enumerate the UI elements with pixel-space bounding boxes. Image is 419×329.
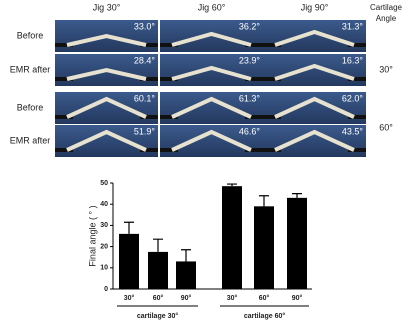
forceps — [263, 148, 281, 152]
angle-label: 43.5° — [342, 126, 364, 136]
x-tick-label: 30° — [124, 294, 135, 302]
cartilage — [66, 67, 147, 81]
column-header: Jig 30° — [93, 2, 121, 12]
forceps — [245, 43, 263, 47]
bar — [176, 261, 196, 289]
cartilage — [66, 129, 147, 152]
forceps — [348, 115, 366, 119]
bar — [287, 197, 307, 289]
forceps — [160, 115, 178, 119]
bar — [119, 233, 139, 289]
forceps — [140, 148, 158, 152]
forceps — [55, 43, 73, 47]
angle-label: 51.9° — [134, 126, 156, 136]
group-label: 60° — [379, 122, 393, 132]
cartilage — [274, 96, 355, 119]
forceps — [55, 77, 73, 81]
bar — [148, 251, 168, 289]
forceps — [160, 77, 178, 81]
forceps — [263, 43, 281, 47]
angle-label: 31.3° — [342, 21, 364, 31]
angle-label: 60.1° — [134, 93, 156, 103]
group-label: cartilage 30° — [137, 312, 179, 320]
forceps — [245, 115, 263, 119]
cartilage — [171, 129, 252, 152]
photo-grid: Jig 30° Jig 60° Jig 90° 30° Before 33.0° 36.2°… — [10, 2, 393, 157]
error-bar — [259, 195, 269, 207]
cartilage — [66, 96, 147, 119]
error-bar — [181, 249, 191, 262]
group-label: 30° — [379, 64, 393, 74]
forceps — [245, 77, 263, 81]
group-label: cartilage 60° — [244, 312, 286, 320]
forceps — [348, 43, 366, 47]
chart: 0 10 20 30 40 50 Final angle ( ° ) 30° 60° 90° 30°… — [87, 180, 312, 320]
forceps — [160, 43, 178, 47]
angle-label: 46.6° — [239, 126, 261, 136]
error-bar — [153, 238, 163, 252]
forceps — [55, 115, 73, 119]
error-bar — [292, 193, 302, 198]
cartilage — [274, 63, 355, 81]
forceps — [348, 77, 366, 81]
cartilage — [274, 129, 355, 152]
forceps — [140, 77, 158, 81]
y-axis-title: Final angle ( ° ) — [87, 205, 97, 266]
forceps — [140, 115, 158, 119]
angle-label: 23.9° — [239, 55, 261, 65]
forceps — [263, 77, 281, 81]
error-bar — [227, 183, 237, 187]
y-tick-label: 50 — [100, 180, 108, 187]
x-tick-label: 90° — [181, 294, 192, 302]
bar — [254, 206, 274, 289]
forceps — [263, 115, 281, 119]
cartilage — [171, 96, 252, 119]
error-bar — [124, 221, 134, 234]
x-tick-label: 60° — [259, 294, 270, 302]
angle-label: 62.0° — [342, 93, 364, 103]
cartilage — [66, 33, 147, 47]
y-tick-label: 0 — [104, 286, 108, 293]
forceps — [160, 148, 178, 152]
row-label: EMR after — [10, 64, 51, 74]
column-header: Jig 60° — [198, 2, 226, 12]
x-tick-label: 60° — [153, 294, 164, 302]
y-tick-label: 10 — [100, 265, 108, 272]
x-tick-label: 30° — [227, 294, 238, 302]
y-tick-label: 40 — [100, 201, 108, 208]
row-label: EMR after — [10, 135, 51, 145]
forceps — [348, 148, 366, 152]
row-label: Before — [17, 30, 44, 40]
angle-label: 16.3° — [342, 55, 364, 65]
forceps — [55, 148, 73, 152]
y-tick-label: 20 — [100, 243, 108, 250]
x-tick-label: 90° — [292, 294, 303, 302]
angle-label: 36.2° — [239, 21, 261, 31]
row-label: Before — [17, 102, 44, 112]
column-header: Jig 90° — [301, 2, 329, 12]
angle-label: 33.0° — [134, 21, 156, 31]
angle-label: 61.3° — [239, 93, 261, 103]
cartilage — [171, 31, 252, 47]
forceps — [140, 43, 158, 47]
bar — [222, 186, 242, 289]
forceps — [245, 148, 263, 152]
y-tick-label: 30 — [100, 222, 108, 229]
side-header: Cartilage Angle — [369, 3, 402, 23]
angle-label: 28.4° — [134, 55, 156, 65]
cartilage — [274, 29, 355, 47]
cartilage — [171, 65, 252, 81]
